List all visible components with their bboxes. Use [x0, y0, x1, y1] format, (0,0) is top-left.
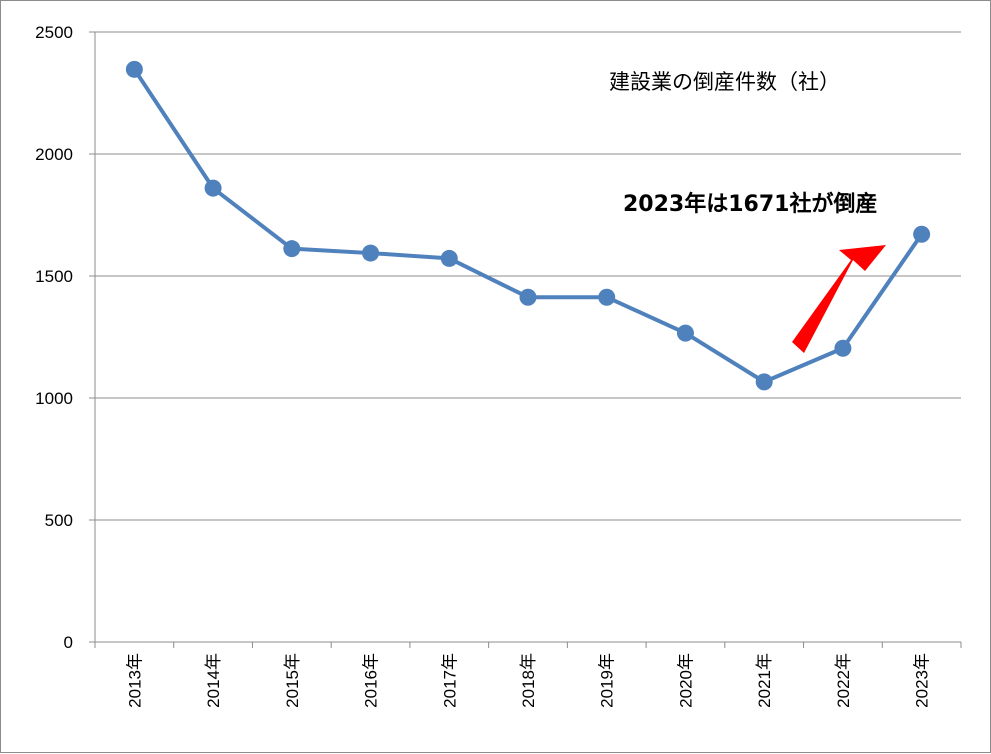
y-tick-label: 2000 — [35, 145, 73, 164]
x-tick-label: 2013年 — [125, 653, 144, 708]
data-point — [676, 324, 694, 342]
x-tick-labels: 2013年 2014年 2015年 2016年 2017年 2018年 2019年 2020年… — [125, 653, 931, 708]
x-tick-label: 2014年 — [204, 653, 223, 708]
y-tick-label: 500 — [45, 511, 73, 530]
data-point — [755, 373, 773, 391]
data-point — [362, 244, 380, 262]
x-tick-label: 2018年 — [519, 653, 538, 708]
data-point — [283, 240, 301, 258]
chart-title: 建設業の倒産件数（社） — [609, 70, 840, 94]
x-tick-label: 2019年 — [598, 653, 617, 708]
x-tick-label: 2023年 — [913, 653, 932, 708]
data-point — [125, 60, 143, 78]
x-tick-label: 2016年 — [362, 653, 381, 708]
data-point — [598, 288, 616, 306]
data-point — [834, 339, 852, 357]
x-tick-label: 2015年 — [283, 653, 302, 708]
y-tick-label: 1500 — [35, 267, 73, 286]
annotation-text: 2023年は1671社が倒産 — [623, 191, 877, 217]
x-tick-label: 2017年 — [440, 653, 459, 708]
y-tick-label: 1000 — [35, 389, 73, 408]
trend-arrow — [792, 245, 886, 353]
gridlines — [89, 31, 962, 648]
y-tick-labels: 0 500 1000 1500 2000 2500 — [35, 23, 73, 652]
y-tick-label: 2500 — [35, 23, 73, 42]
x-tick-label: 2021年 — [755, 653, 774, 708]
y-tick-label: 0 — [64, 633, 73, 652]
data-point — [913, 225, 931, 243]
axes — [94, 32, 961, 643]
x-tick-label: 2020年 — [676, 653, 695, 708]
x-tick-label: 2022年 — [834, 653, 853, 708]
series-points — [125, 60, 931, 391]
data-point — [519, 288, 537, 306]
data-point — [440, 249, 458, 267]
data-point — [204, 179, 222, 197]
